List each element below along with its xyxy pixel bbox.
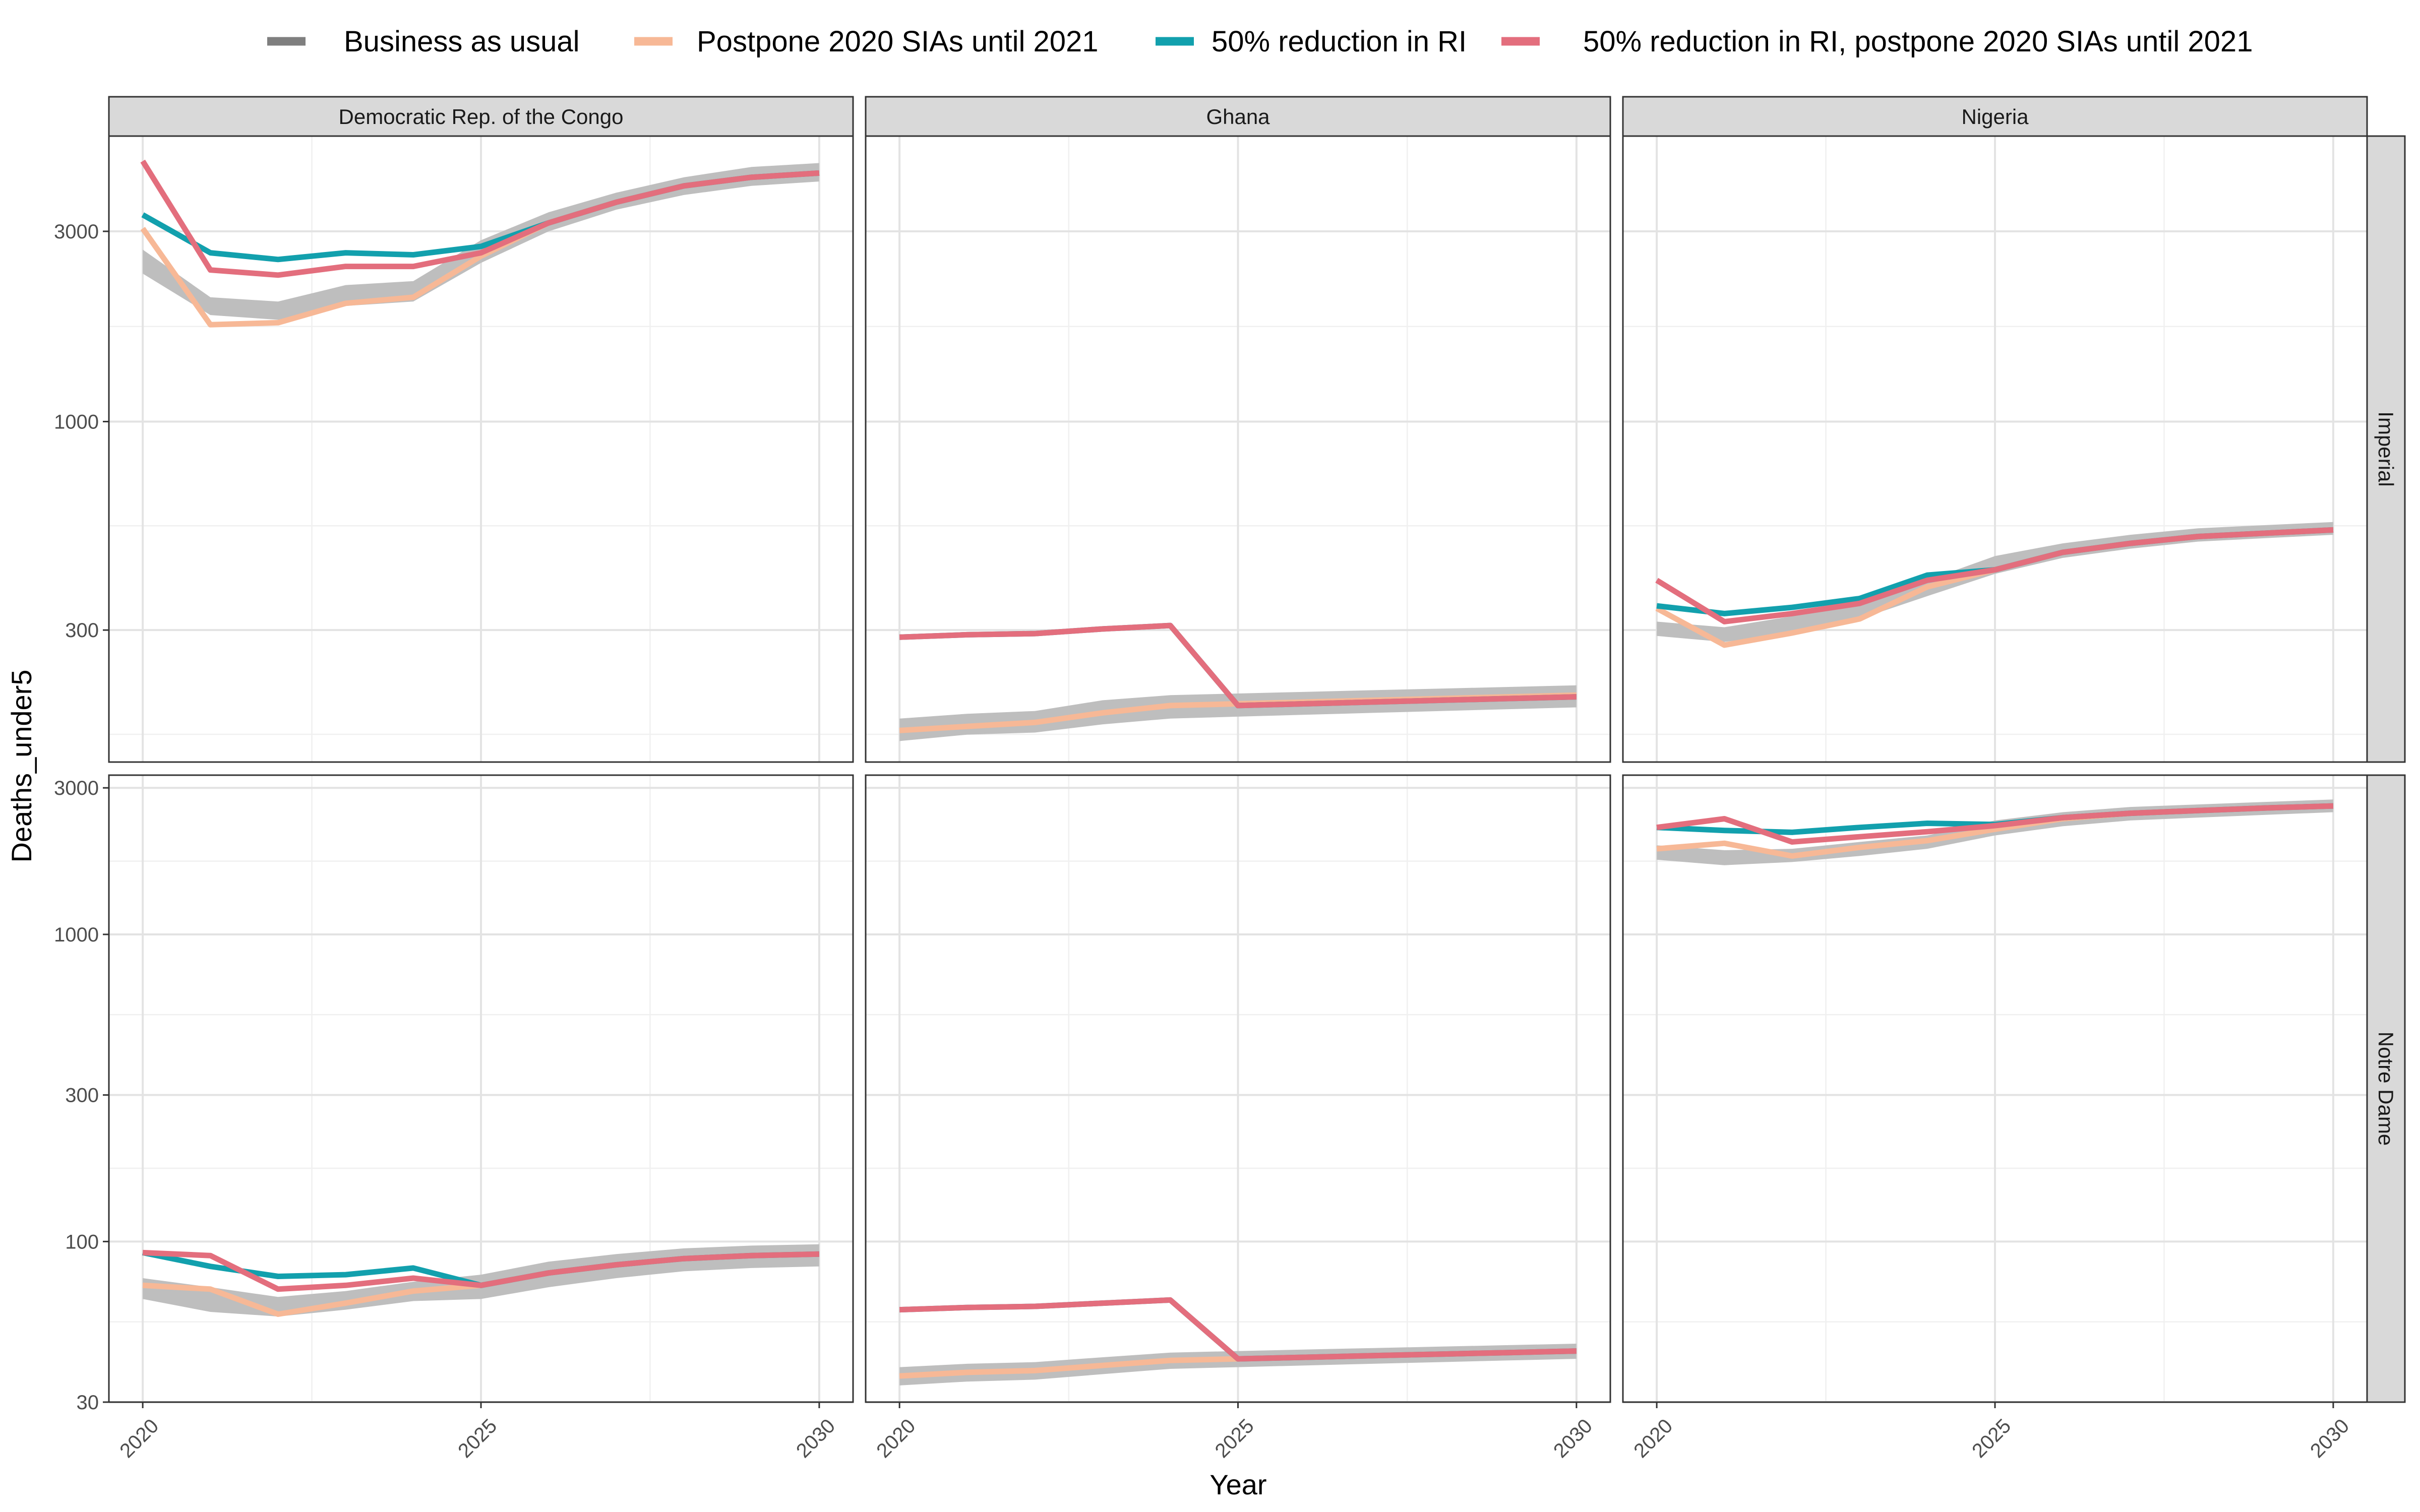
y-tick-label: 1000 <box>54 411 99 433</box>
facet-panel: Democratic Rep. of the Congo 300 1000 3000 <box>54 96 854 763</box>
y-tick-label: 300 <box>65 619 99 642</box>
panel-border <box>865 135 1611 763</box>
y-axis-title: Deaths_under5 <box>6 670 37 863</box>
y-tick-label: 1000 <box>54 924 99 946</box>
column-strip-label: Nigeria <box>1961 105 2029 129</box>
x-tick-label: 2025 <box>1211 1415 1258 1462</box>
facet-panel: 30 100 300 1000 3000 2020 2025 2030 <box>54 774 854 1462</box>
column-strip <box>1622 96 2368 137</box>
series-line-50pct-ri-reduction-postpone-sias <box>1655 527 2334 624</box>
gridlines <box>1623 775 2367 1403</box>
x-tick-label: 2020 <box>115 1415 163 1462</box>
series-line-50pct-ri-reduction-postpone-sias <box>140 159 820 278</box>
gridlines <box>109 775 853 1403</box>
series-line-50pct-ri-reduction-postpone-sias <box>142 1249 820 1292</box>
legend-entry: Postpone 2020 SIAs until 2021 <box>634 25 1098 58</box>
facet-panel: Nigeria Imperial <box>1622 96 2406 763</box>
facet-panel: 2020 2025 2030 Notre Dame <box>1622 774 2406 1462</box>
row-strip <box>2366 135 2406 763</box>
series-band-business-as-usual <box>143 163 819 320</box>
legend-label: 50% reduction in RI, postpone 2020 SIAs … <box>1583 25 2253 58</box>
y-tick-label: 100 <box>65 1231 99 1253</box>
legend-label: Business as usual <box>344 25 579 58</box>
x-tick-label: 2020 <box>1629 1415 1677 1462</box>
y-tick-label: 3000 <box>54 221 99 243</box>
facet-panel: Ghana <box>865 96 1611 763</box>
series-band-business-as-usual <box>1657 799 2333 865</box>
y-tick-label: 30 <box>77 1392 99 1414</box>
column-strip-label: Democratic Rep. of the Congo <box>339 105 624 129</box>
column-strip <box>865 96 1611 137</box>
legend-entry: 50% reduction in RI, postpone 2020 SIAs … <box>1501 25 2253 58</box>
column-strip-label: Ghana <box>1206 105 1270 129</box>
series-band-business-as-usual <box>1657 522 2333 642</box>
legend-entry: 50% reduction in RI <box>1156 25 1467 58</box>
x-tick-label: 2025 <box>454 1415 501 1462</box>
series-line-50pct-ri-reduction-postpone-sias <box>899 1297 1577 1362</box>
legend-entry: Business as usual <box>267 25 579 58</box>
panel-border <box>108 135 854 763</box>
facet-panel: 2020 2025 2030 <box>865 774 1611 1462</box>
x-tick-label: 2030 <box>1549 1415 1597 1462</box>
legend-label: 50% reduction in RI <box>1212 25 1467 58</box>
y-tick-label: 300 <box>65 1085 99 1107</box>
panel-grid: Democratic Rep. of the Congo 300 1000 3000 G… <box>54 96 2406 1462</box>
series-line-50pct-ri-reduction-postpone-sias <box>899 622 1577 709</box>
x-axis-title: Year <box>1209 1469 1266 1500</box>
row-strip-label: Notre Dame <box>2374 1032 2398 1146</box>
gridlines <box>866 136 1610 762</box>
row-strip-label: Imperial <box>2374 411 2398 486</box>
x-tick-label: 2020 <box>872 1415 920 1462</box>
legend: Business as usual Postpone 2020 SIAs unti… <box>267 25 2253 58</box>
x-tick-label: 2030 <box>2306 1415 2353 1462</box>
x-tick-label: 2025 <box>1968 1415 2015 1462</box>
legend-label: Postpone 2020 SIAs until 2021 <box>697 25 1098 58</box>
column-strip <box>108 96 854 137</box>
x-tick-label: 2030 <box>792 1415 839 1462</box>
row-strip <box>2366 774 2406 1403</box>
y-tick-label: 3000 <box>54 777 99 799</box>
gridlines <box>1623 136 2367 762</box>
series-line-50pct-ri-reduction-postpone-sias <box>1656 803 2334 845</box>
